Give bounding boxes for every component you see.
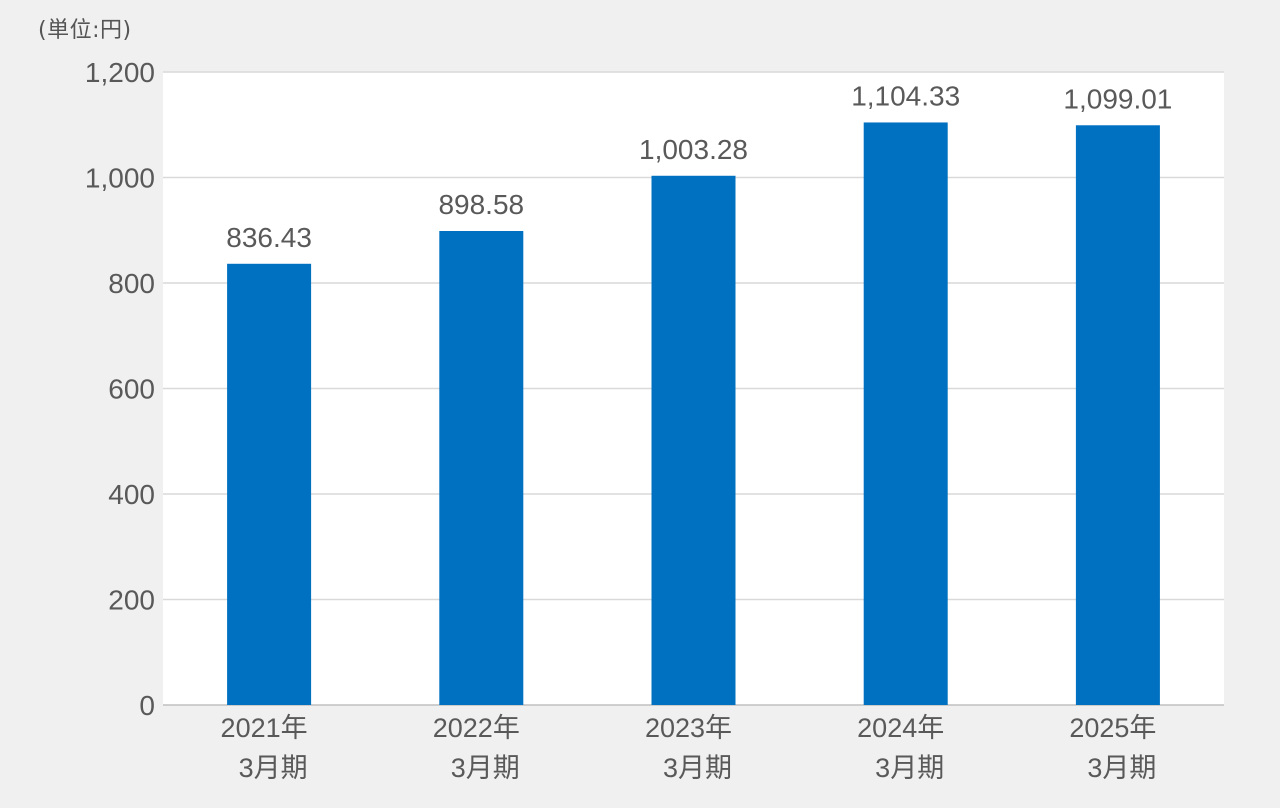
x-tick-label-year: 2025年 <box>1069 713 1156 743</box>
x-tick-label-period: 3月期 <box>451 753 520 783</box>
y-tick-label: 200 <box>108 585 155 616</box>
x-tick-label-period: 3月期 <box>663 753 732 783</box>
bar <box>439 230 524 705</box>
y-tick-label: 400 <box>108 479 155 510</box>
bar <box>863 122 948 705</box>
x-tick-label-year: 2022年 <box>433 713 520 743</box>
data-label: 1,104.33 <box>851 80 960 111</box>
y-tick-label: 800 <box>108 268 155 299</box>
data-label: 1,099.01 <box>1063 83 1172 114</box>
data-label: 836.43 <box>226 222 312 253</box>
x-tick-label-period: 3月期 <box>239 753 308 783</box>
y-tick-label: 1,000 <box>85 163 155 194</box>
y-tick-label: 600 <box>108 374 155 405</box>
data-label: 1,003.28 <box>639 134 748 165</box>
bar <box>1075 125 1160 706</box>
data-label: 898.58 <box>438 189 524 220</box>
bar <box>651 175 736 706</box>
unit-label: (単位:円) <box>38 18 132 43</box>
x-tick-label-year: 2021年 <box>221 713 308 743</box>
x-tick-label-period: 3月期 <box>875 753 944 783</box>
bar <box>227 263 312 705</box>
x-tick-label-year: 2023年 <box>645 713 732 743</box>
x-tick-label-year: 2024年 <box>857 713 944 743</box>
y-tick-label: 1,200 <box>85 57 155 88</box>
y-tick-label: 0 <box>139 690 155 721</box>
x-tick-label-period: 3月期 <box>1087 753 1156 783</box>
